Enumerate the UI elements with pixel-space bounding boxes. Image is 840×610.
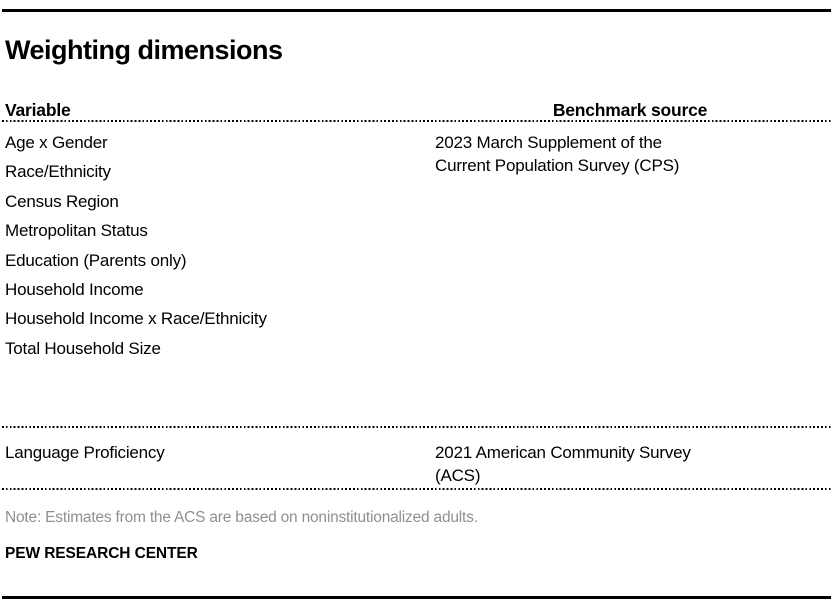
- column-header-variable: Variable: [5, 100, 71, 120]
- table-header-row: Variable Benchmark source: [0, 100, 840, 120]
- table-cell-variable: Census Region: [5, 191, 119, 211]
- table-cell-variable: Household Income x Race/Ethnicity: [5, 309, 267, 329]
- group-divider-rule: [2, 426, 831, 428]
- variable-column: Age x Gender Race/Ethnicity Census Regio…: [0, 128, 435, 426]
- benchmark-source-column: 2023 March Supplement of the Current Pop…: [435, 128, 825, 426]
- table-cell-variable: Race/Ethnicity: [5, 162, 111, 182]
- table-cell-benchmark-source: 2021 American Community Survey (ACS): [435, 443, 691, 485]
- footer-divider-rule: [2, 488, 831, 490]
- table-cell-variable: Household Income: [5, 280, 144, 300]
- benchmark-source-column: 2021 American Community Survey (ACS): [435, 441, 825, 488]
- table-group-cps: Age x Gender Race/Ethnicity Census Regio…: [0, 122, 840, 426]
- table-group-acs: Language Proficiency 2021 American Commu…: [0, 428, 840, 488]
- top-rule: [2, 9, 831, 12]
- table-cell-variable: Metropolitan Status: [5, 221, 148, 241]
- figure-note: Note: Estimates from the ACS are based o…: [5, 509, 478, 526]
- table-cell-benchmark-source: 2023 March Supplement of the Current Pop…: [435, 133, 680, 175]
- column-header-benchmark-source: Benchmark source: [552, 100, 708, 120]
- figure-title: Weighting dimensions: [5, 35, 283, 65]
- source-attribution: PEW RESEARCH CENTER: [5, 545, 198, 562]
- bottom-rule: [2, 596, 831, 599]
- table-cell-variable: Total Household Size: [5, 338, 161, 358]
- table-cell-variable: Age x Gender: [5, 133, 108, 152]
- table-cell-variable: Language Proficiency: [5, 443, 165, 462]
- header-divider-rule: [2, 120, 831, 122]
- table-cell-variable: Education (Parents only): [5, 250, 187, 270]
- variable-column: Language Proficiency: [0, 441, 435, 488]
